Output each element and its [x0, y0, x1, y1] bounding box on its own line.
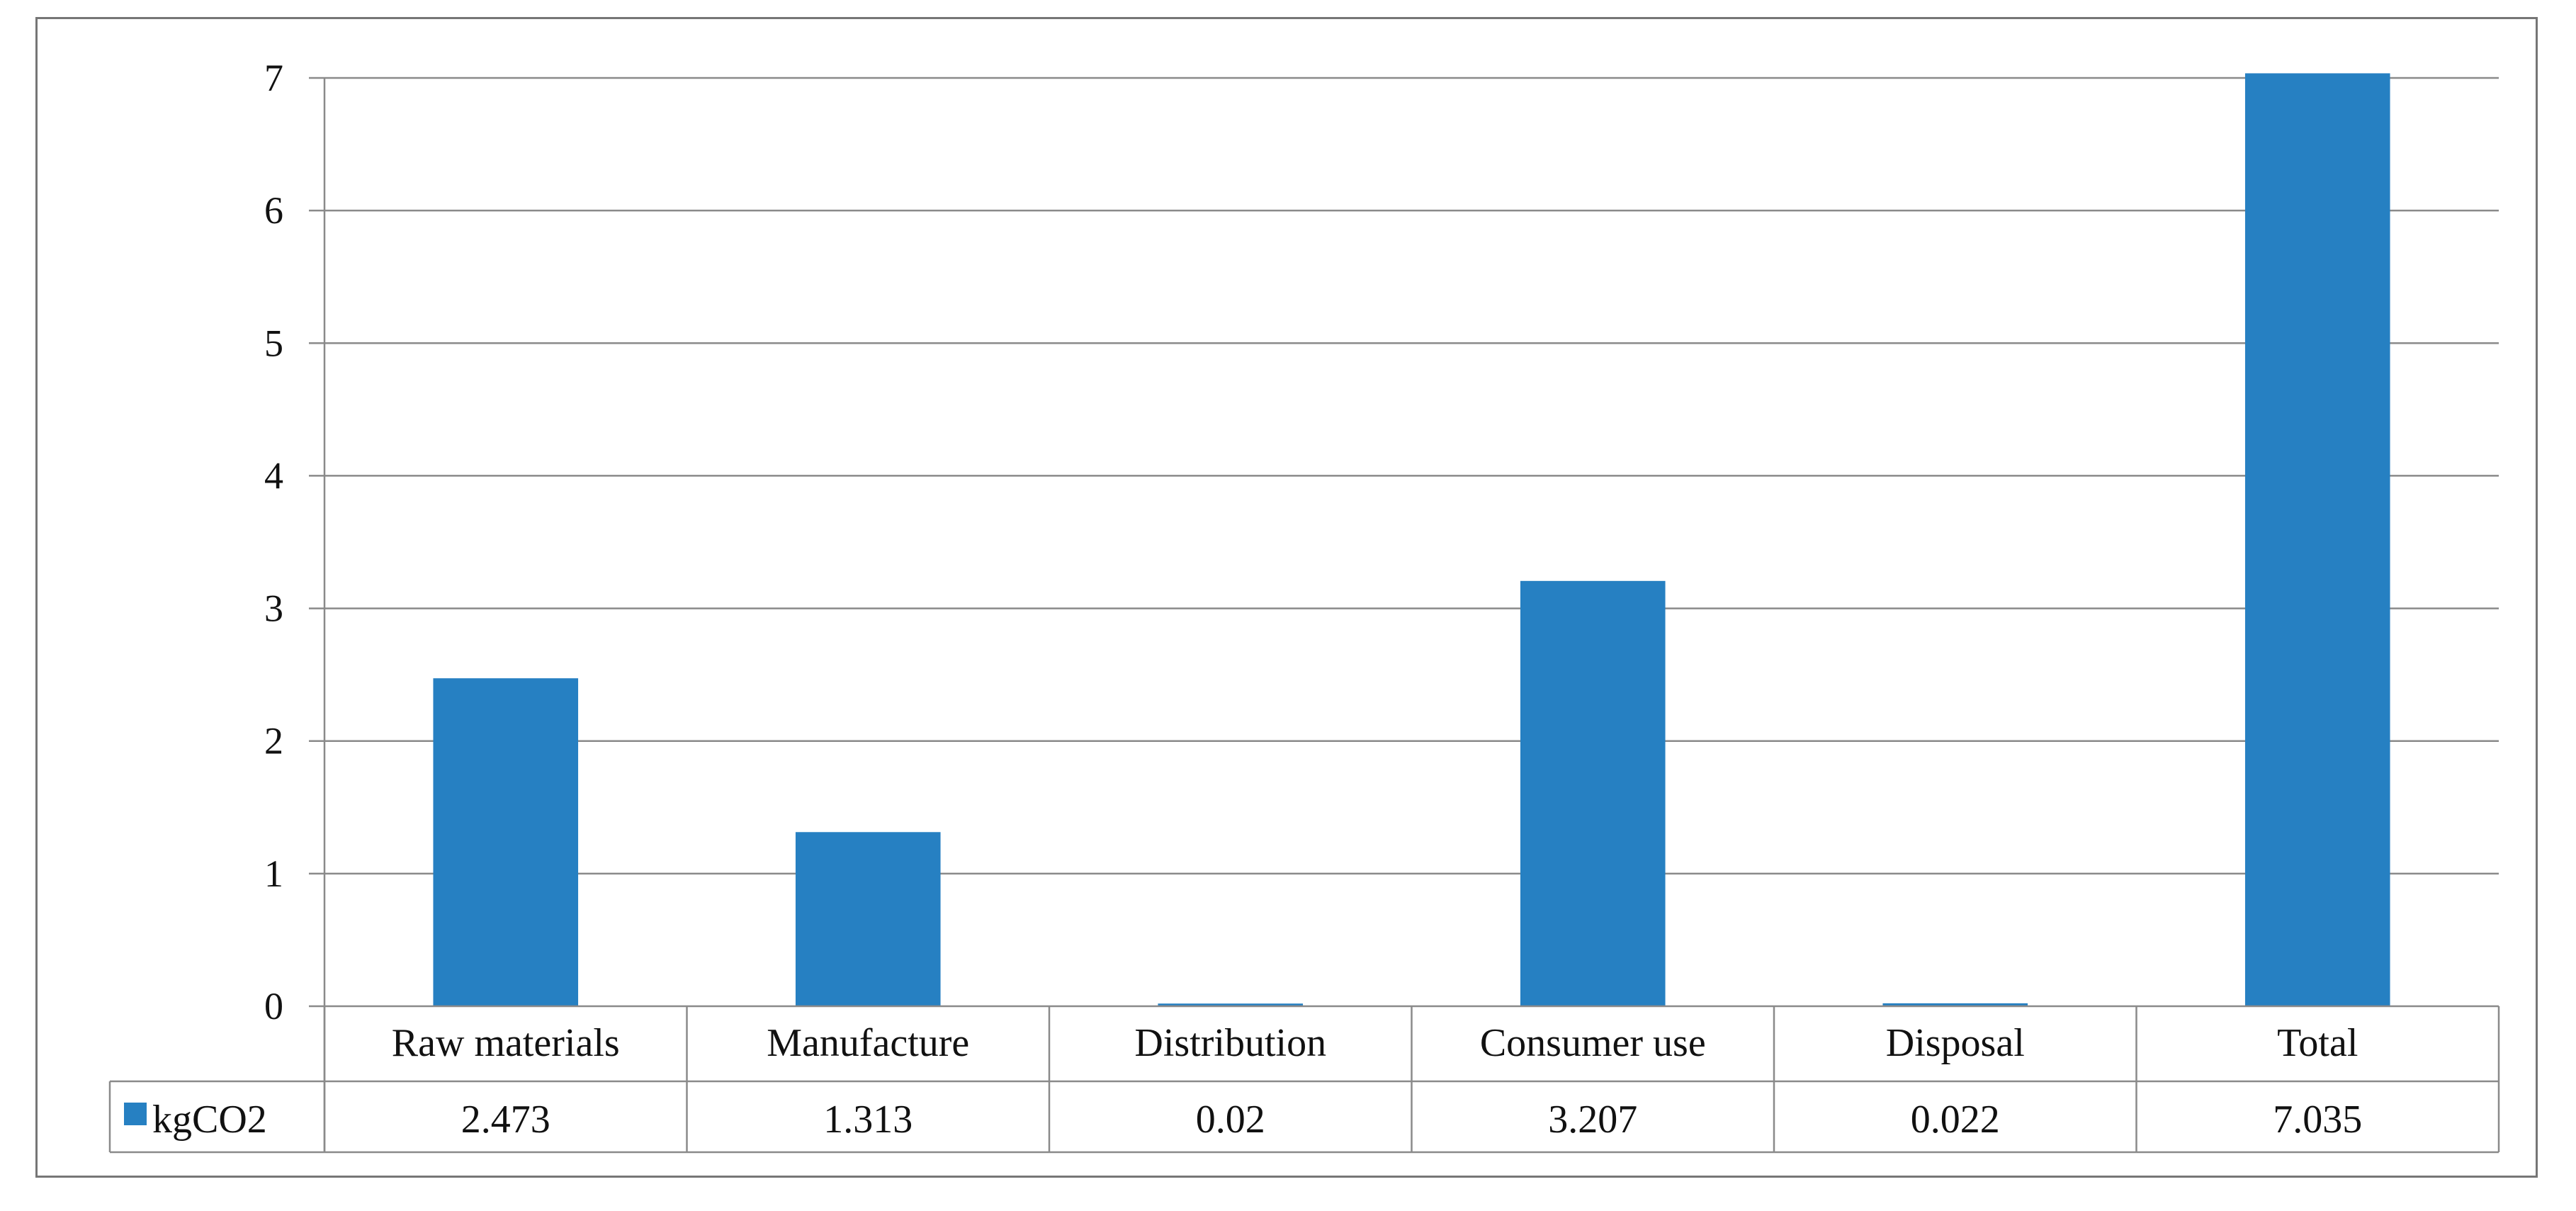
data-table-value: 7.035	[2273, 1098, 2362, 1142]
category-label: Manufacture	[767, 1021, 969, 1065]
data-table-value: 1.313	[823, 1098, 913, 1142]
category-label: Consumer use	[1480, 1021, 1706, 1065]
category-label: Total	[2277, 1021, 2358, 1065]
bar-total	[2244, 73, 2390, 1007]
y-tick-label: 4	[264, 454, 283, 497]
bar-consumer-use	[1520, 580, 1666, 1006]
y-tick-label: 1	[264, 852, 283, 895]
bar-disposal	[1882, 1003, 2028, 1006]
legend-swatch	[124, 1103, 147, 1125]
bar-distribution	[1158, 1003, 1304, 1006]
category-label: Disposal	[1886, 1021, 2025, 1065]
y-tick-label: 6	[264, 189, 283, 232]
bar-raw-materials	[433, 678, 579, 1006]
bar-manufacture	[795, 832, 941, 1006]
data-table-value: 0.02	[1196, 1098, 1265, 1142]
category-label: Distribution	[1134, 1021, 1326, 1065]
y-tick-label: 0	[264, 985, 283, 1027]
data-table: Raw materials 2.473 Manufacture 1.313 Distri…	[108, 1005, 2500, 1154]
y-tick-label: 7	[264, 57, 283, 99]
data-table-value: 3.207	[1548, 1098, 1637, 1142]
category-label: Raw materials	[392, 1021, 620, 1065]
y-tick-label: 3	[264, 587, 283, 630]
y-tick-label: 2	[264, 720, 283, 762]
data-table-value: 0.022	[1911, 1098, 2000, 1142]
y-axis: 0 1 2 3 4 5 6 7	[264, 57, 326, 1152]
data-table-value: 2.473	[461, 1098, 550, 1142]
bars	[433, 73, 2390, 1007]
y-tick-label: 5	[264, 322, 283, 364]
gridlines	[324, 77, 2499, 875]
legend-series-name: kgCO2	[152, 1098, 267, 1142]
